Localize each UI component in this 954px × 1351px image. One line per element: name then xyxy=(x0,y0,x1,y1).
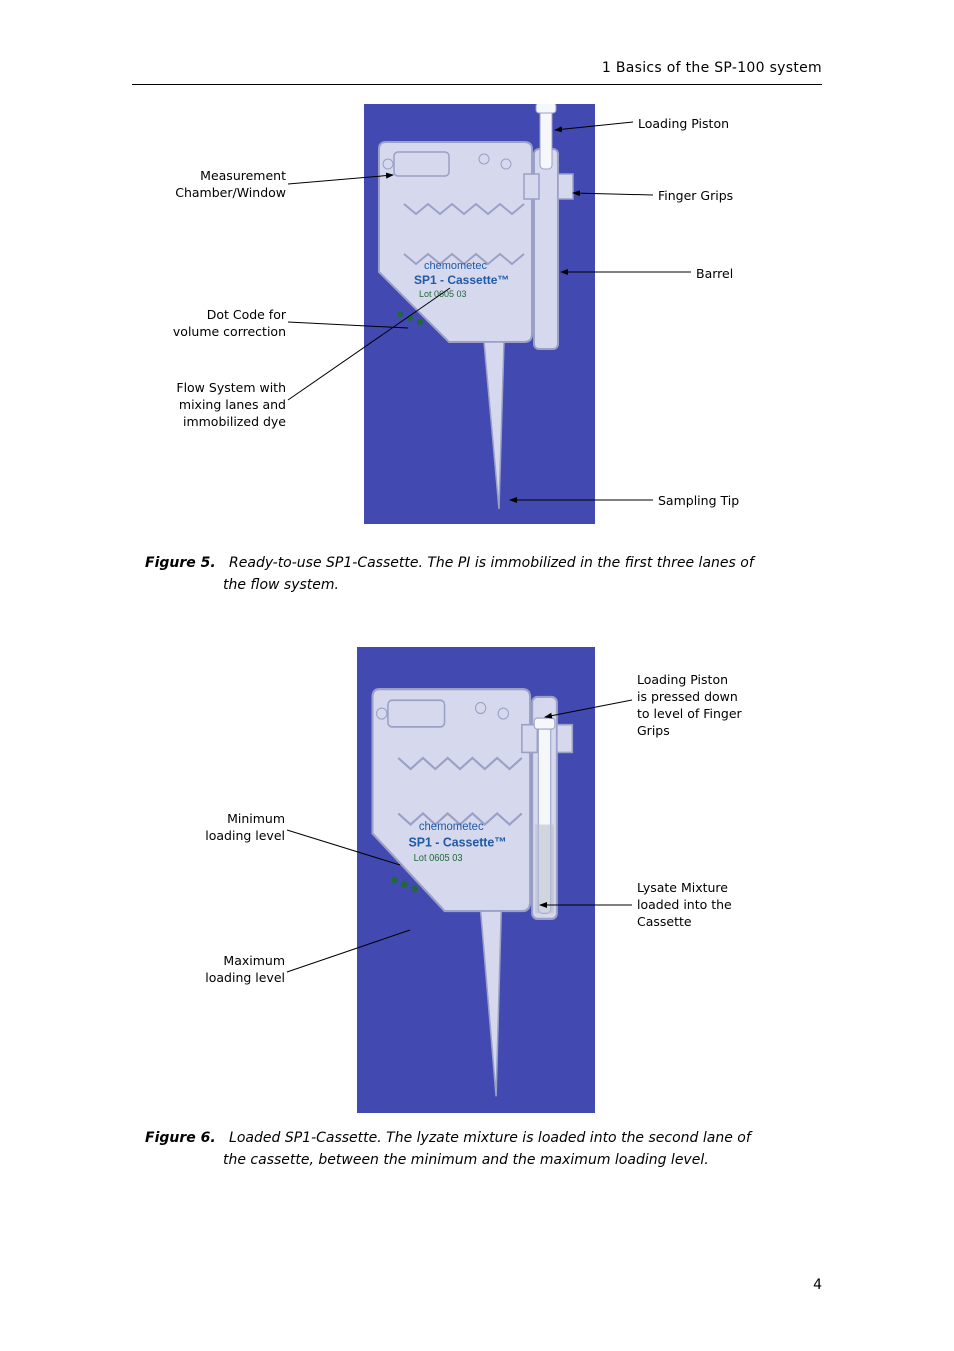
label-flow-system: Flow System with mixing lanes and immobi… xyxy=(136,380,286,431)
label-piston-pressed: Loading Piston is pressed down to level … xyxy=(637,672,807,740)
figure-5-caption: Figure 5. Ready-to-use SP1-Cassette. The… xyxy=(145,553,826,596)
figure-6-caption-line1: Loaded SP1-Cassette. The lyzate mixture … xyxy=(229,1130,751,1146)
figure-6-caption: Figure 6. Loaded SP1-Cassette. The lyzat… xyxy=(145,1128,826,1171)
page-number: 4 xyxy=(813,1277,822,1293)
page-header: 1 Basics of the SP-100 system xyxy=(132,60,822,76)
label-barrel: Barrel xyxy=(696,266,816,283)
svg-text:Lot 0605 03: Lot 0605 03 xyxy=(419,289,467,299)
label-lysate-mixture: Lysate Mixture loaded into the Cassette xyxy=(637,880,807,931)
label-loading-piston: Loading Piston xyxy=(638,116,818,133)
figure-5-caption-line1: Ready-to-use SP1-Cassette. The PI is imm… xyxy=(229,555,754,571)
label-measurement-chamber: Measurement Chamber/Window xyxy=(136,168,286,202)
figure-5-number: Figure 5. xyxy=(145,555,216,571)
svg-text:chemometec: chemometec xyxy=(419,820,484,833)
svg-text:Lot 0605 03: Lot 0605 03 xyxy=(414,853,463,864)
figure-6-image: chemometecSP1 - Cassette™ Lot 0605 03 xyxy=(357,647,595,1113)
figure-6-number: Figure 6. xyxy=(145,1130,216,1146)
figure-6-caption-line2: the cassette, between the minimum and th… xyxy=(145,1150,826,1172)
label-sampling-tip: Sampling Tip xyxy=(658,493,838,510)
svg-text:SP1 - Cassette™: SP1 - Cassette™ xyxy=(409,834,507,850)
svg-text:SP1 - Cassette™: SP1 - Cassette™ xyxy=(414,273,509,287)
figure-5-image: chemometecSP1 - Cassette™ Lot 0605 03 xyxy=(364,104,595,524)
header-rule xyxy=(132,84,822,85)
label-finger-grips: Finger Grips xyxy=(658,188,838,205)
label-dot-code: Dot Code for volume correction xyxy=(136,307,286,341)
label-maximum-level: Maximum loading level xyxy=(165,953,285,987)
svg-text:chemometec: chemometec xyxy=(424,260,487,272)
figure-5-caption-line2: the flow system. xyxy=(145,575,826,597)
page: 1 Basics of the SP-100 system chemometec… xyxy=(0,0,954,1351)
label-minimum-level: Minimum loading level xyxy=(165,811,285,845)
